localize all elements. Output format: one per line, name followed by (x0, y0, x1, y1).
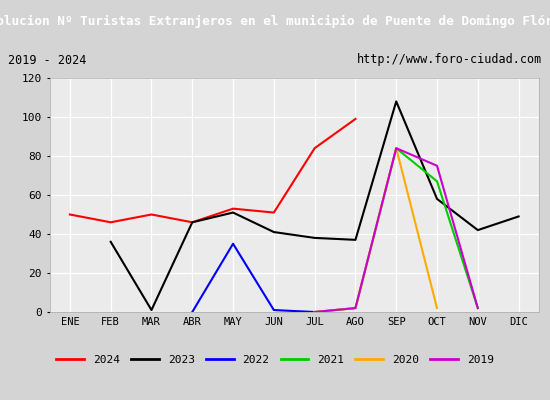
Legend: 2024, 2023, 2022, 2021, 2020, 2019: 2024, 2023, 2022, 2021, 2020, 2019 (52, 350, 498, 370)
Text: http://www.foro-ciudad.com: http://www.foro-ciudad.com (356, 54, 542, 66)
Text: Evolucion Nº Turistas Extranjeros en el municipio de Puente de Domingo Flórez: Evolucion Nº Turistas Extranjeros en el … (0, 14, 550, 28)
Text: 2019 - 2024: 2019 - 2024 (8, 54, 87, 66)
